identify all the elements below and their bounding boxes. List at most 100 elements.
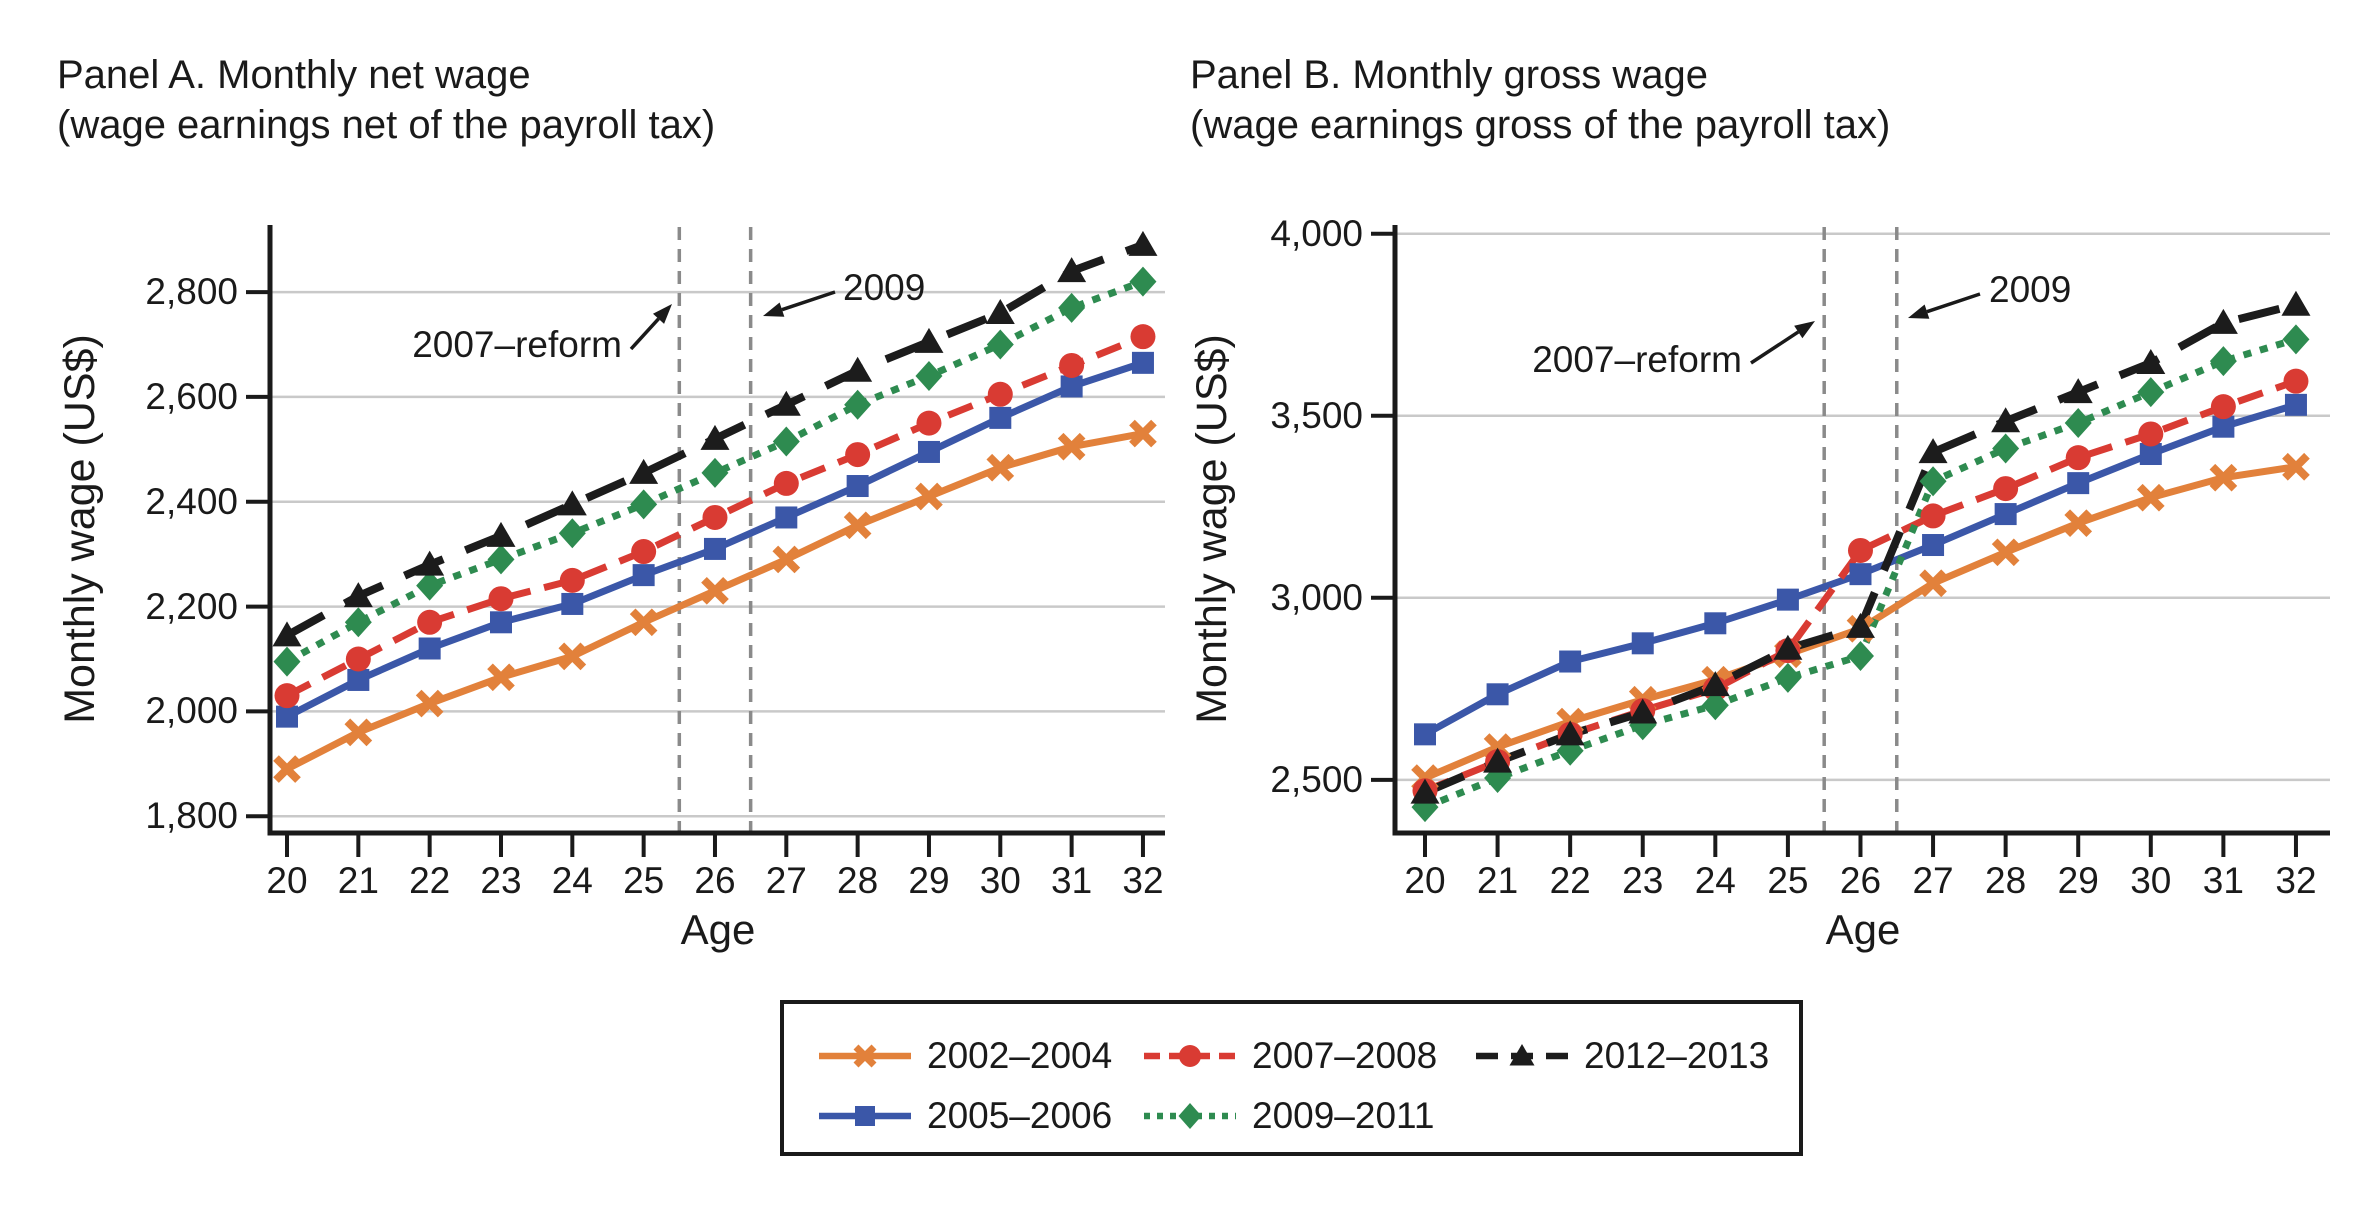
legend-label: 2007–2008 [1252,1035,1438,1076]
panel-a-subtitle: (wage earnings net of the payroll tax) [57,103,716,147]
panel-b-ylabel: Monthly wage (US$) [1188,334,1236,724]
circle-marker-icon [2138,421,2164,447]
diamond-marker-icon [630,489,658,520]
x-marker-icon [558,642,587,671]
panel-a-title-line1: Panel A. Monthly net wage [57,53,531,97]
annotation-arrow [781,290,836,312]
x-tick-label: 24 [551,860,593,901]
triangle-marker-icon [1483,747,1513,773]
y-tick-label: 2,800 [145,271,238,313]
x-tick-label: 30 [2130,860,2172,901]
diamond-marker-icon [772,426,800,457]
y-tick-label: 2,200 [145,585,238,627]
square-marker-icon [347,668,370,691]
circle-marker-icon [1993,476,2019,502]
legend-item-2009-2011: 2009–2011 [1144,1096,1434,1136]
x-tick-label: 23 [1622,860,1664,901]
panel-a-annotation-2007-reform: 2007–reform [412,324,622,365]
diamond-marker-icon [1129,266,1157,297]
x-tick-label: 25 [623,860,665,901]
x-marker-icon [2136,483,2165,512]
circle-marker-icon [773,470,799,496]
circle-marker-icon [1059,352,1085,378]
square-marker-icon [632,564,655,587]
circle-marker-icon [559,567,585,593]
legend-swatch-icon [1144,1103,1236,1129]
triangle-marker-icon [2063,378,2093,404]
diamond-marker-icon [1774,662,1802,693]
x-tick-label: 31 [2202,860,2244,901]
legend-item-2012-2013: 2012–2013 [1476,1036,1769,1076]
x-tick-label: 28 [1985,860,2027,901]
square-marker-icon [775,506,798,529]
x-marker-icon [2282,452,2310,481]
legend-item-2005-2006: 2005–2006 [819,1096,1112,1136]
square-marker-icon [1060,375,1083,398]
triangle-marker-icon [629,458,659,484]
legend-swatch-icon [819,1044,911,1068]
square-marker-icon [2284,393,2307,416]
x-tick-label: 20 [266,860,308,901]
x-tick-label: 29 [2057,860,2099,901]
circle-marker-icon [2283,368,2309,394]
annotation-arrowhead-icon [1794,321,1815,339]
triangle-marker-icon [1991,407,2021,433]
triangle-marker-icon [1918,438,1948,464]
panel-a-annotation-2009: 2009 [843,267,926,308]
square-marker-icon [561,592,584,615]
square-marker-icon [1849,563,1872,586]
annotation-arrow [1926,292,1981,314]
x-marker-icon [1129,419,1157,448]
x-marker-icon [487,663,515,692]
x-tick-label: 26 [694,860,736,901]
circle-marker-icon [1179,1045,1201,1067]
x-tick-label: 20 [1404,860,1446,901]
x-marker-icon [344,718,373,747]
diamond-marker-icon [915,360,943,391]
panel-a-title: Panel A. Monthly net wage (wage earnings… [57,50,715,150]
x-tick-label: 23 [480,860,522,901]
legend-item-2002-2004: 2002–2004 [819,1036,1112,1076]
square-marker-icon [418,637,441,660]
triangle-marker-icon [843,356,873,382]
x-marker-icon [415,689,444,718]
x-tick-label: 22 [409,860,451,901]
circle-marker-icon [2210,394,2236,420]
x-tick-label: 29 [908,860,950,901]
y-tick-label: 2,600 [145,375,238,417]
square-marker-icon [1994,503,2017,526]
triangle-marker-icon [1845,612,1875,638]
x-marker-icon [1991,538,2020,567]
x-tick-label: 28 [837,860,879,901]
diamond-marker-icon [1178,1103,1202,1129]
x-marker-icon [273,755,301,783]
circle-marker-icon [916,410,942,436]
triangle-marker-icon [1628,698,1658,724]
legend-box: 2002–2004 2005–2006 2007–2008 2009–2011 2012… [780,1000,1803,1156]
square-marker-icon [1559,650,1582,673]
triangle-marker-icon [1057,257,1087,283]
circle-marker-icon [417,609,443,635]
panel-b-title: Panel B. Monthly gross wage (wage earnin… [1190,50,1890,150]
circle-marker-icon [345,646,371,672]
square-marker-icon [489,611,512,634]
triangle-marker-icon [1700,671,1730,697]
x-tick-label: 25 [1767,860,1809,901]
triangle-marker-icon [557,490,587,516]
x-tick-label: 22 [1549,860,1591,901]
x-tick-label: 27 [765,860,807,901]
square-marker-icon [2212,415,2235,438]
x-tick-label: 26 [1839,860,1882,901]
circle-marker-icon [1920,503,1946,529]
x-marker-icon [915,482,943,511]
diamond-marker-icon [487,544,515,575]
panel-b-xlabel: Age [1825,906,1901,953]
y-tick-label: 3,000 [1270,576,1363,618]
triangle-marker-icon [272,621,302,647]
square-marker-icon [1631,632,1654,655]
legend-label: 2005–2006 [927,1095,1113,1136]
triangle-marker-icon [700,424,730,450]
square-marker-icon [1486,683,1509,706]
